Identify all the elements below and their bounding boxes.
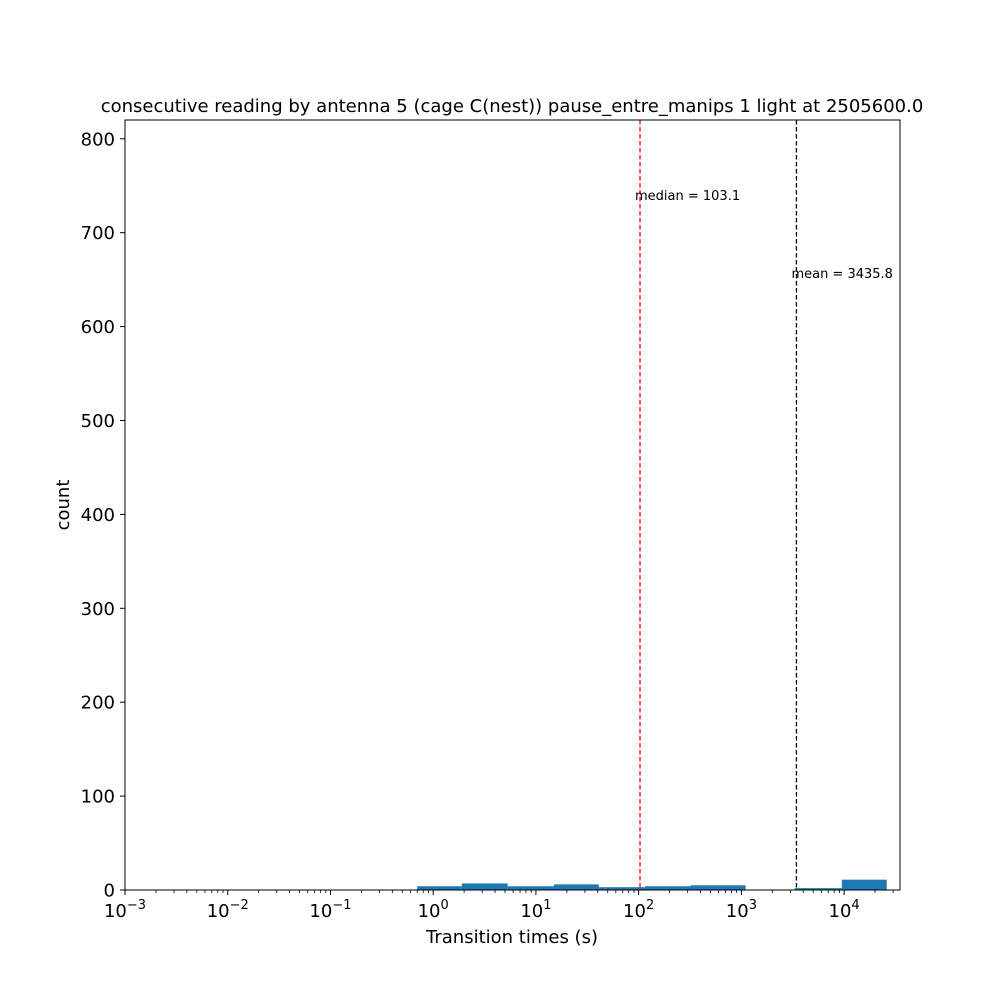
y-tick-label: 500 [81,411,115,432]
y-tick-label: 800 [81,129,115,150]
histogram-bar [598,887,645,890]
y-tick-label: 300 [81,599,115,620]
mean-label: mean = 3435.8 [791,267,893,282]
y-tick-label: 0 [104,881,115,902]
y-tick-label: 200 [81,693,115,714]
x-tick-label: 10−1 [309,898,351,922]
x-tick-label: 10−2 [207,898,249,922]
x-axis-ticks: 10−3 10−2 10−1 100 101 102 103 104 [104,890,894,922]
histogram-bar [461,883,508,890]
histogram-bars [417,879,887,890]
y-axis-ticks: 0 100 200 300 400 500 600 700 800 [81,129,125,902]
histogram-bar [690,885,746,890]
x-tick-label: 104 [829,898,860,922]
median-label: median = 103.1 [635,189,740,204]
y-axis-label: count [53,480,74,531]
x-tick-label: 102 [623,898,654,922]
x-tick-label: 101 [520,898,551,922]
histogram-bar [507,886,554,890]
x-tick-label: 103 [726,898,757,922]
histogram-bar [794,888,842,890]
x-tick-label: 10−3 [104,898,146,922]
histogram-bar [417,886,462,890]
x-axis-label: Transition times (s) [425,927,598,948]
histogram-bar [644,886,691,890]
x-tick-label: 100 [418,898,449,922]
reference-lines: median = 103.1 mean = 3435.8 [635,120,893,890]
plot-frame [124,119,901,891]
histogram-bar [841,879,887,890]
y-tick-label: 700 [81,223,115,244]
histogram-bar [554,884,599,890]
y-tick-label: 400 [81,505,115,526]
chart-title: consecutive reading by antenna 5 (cage C… [101,96,924,117]
y-tick-label: 600 [81,317,115,338]
y-tick-label: 100 [81,787,115,808]
